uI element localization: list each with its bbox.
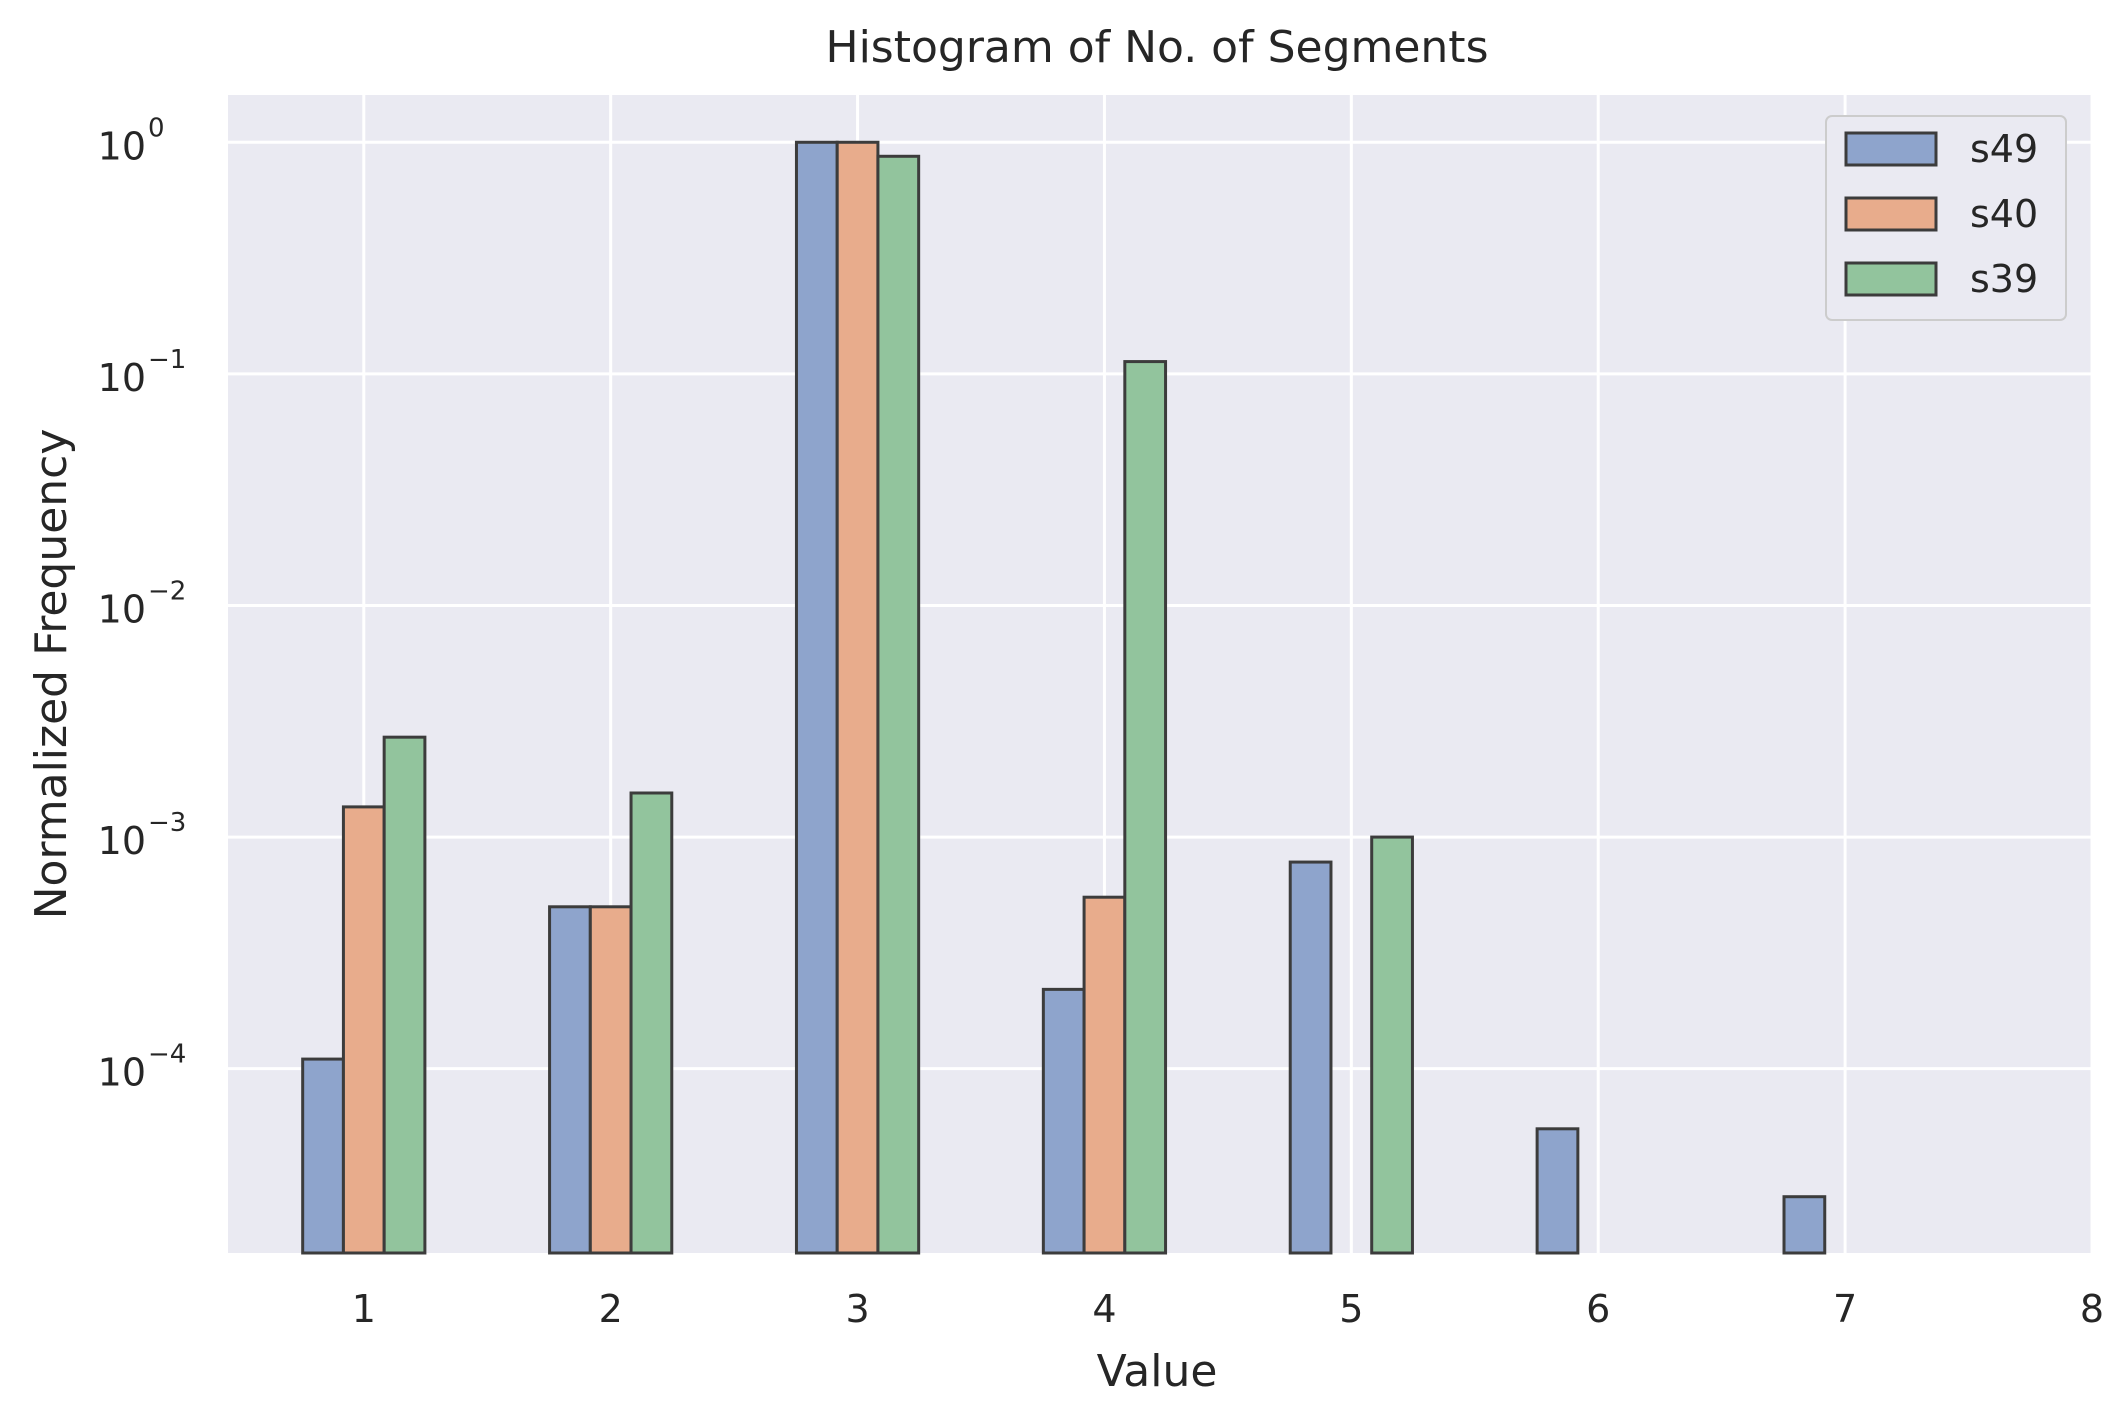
x-tick-label: 4 [1092,1287,1116,1331]
legend-label-s49: s49 [1970,127,2038,171]
bar-s40-3 [835,140,880,1255]
bar-s49-7 [1782,1195,1827,1255]
bar-s49-5 [1288,860,1333,1255]
bar-s49-4 [1041,987,1086,1255]
y-tick-label: 10 [98,1051,146,1095]
x-tick-label: 2 [599,1287,623,1331]
bar-s49-1 [301,1057,345,1255]
bar-s49-6 [1535,1127,1580,1255]
y-tick-label: 10 [98,356,146,400]
x-tick-label: 7 [1833,1287,1857,1331]
x-tick-label: 3 [845,1287,869,1331]
y-tick-exponent: −1 [148,345,186,375]
y-tick-label: 10 [98,587,146,631]
chart-title: Histogram of No. of Segments [826,22,1489,73]
bar-s39-3 [876,154,921,1255]
bar-s39-1 [382,735,427,1255]
x-tick-label: 5 [1339,1287,1363,1331]
x-ticks: 1 2 3 4 5 6 7 8 [352,1287,2104,1331]
y-axis-label: Normalized Frequency [26,429,77,920]
y-tick-exponent: −3 [148,808,186,838]
y-tick-label: 10 [98,819,146,863]
y-tick-exponent: 0 [148,113,165,143]
bar-s49-2 [548,905,592,1255]
bar-s39-5 [1370,835,1414,1255]
y-tick-exponent: −4 [148,1040,186,1070]
legend-swatch-s40 [1844,196,1938,232]
y-tick-label: 10 [98,124,146,168]
legend: s49 s40 s39 [1825,115,2067,321]
legend-swatch-s39 [1844,261,1938,297]
bar-s39-2 [629,791,674,1255]
x-tick-label: 1 [352,1287,376,1331]
legend-label-s40: s40 [1970,192,2038,236]
bar-s40-1 [341,805,386,1255]
x-tick-label: 6 [1586,1287,1610,1331]
bar-s40-4 [1082,895,1127,1255]
bars [301,140,1827,1255]
legend-label-s39: s39 [1970,257,2038,301]
bar-s39-4 [1123,360,1168,1255]
legend-swatch-s49 [1844,131,1938,167]
y-tick-exponent: −2 [148,576,186,606]
x-axis-label: Value [1097,1346,1218,1397]
bar-s40-2 [588,905,633,1255]
x-tick-label: 8 [2080,1287,2104,1331]
bar-s49-3 [794,140,839,1255]
